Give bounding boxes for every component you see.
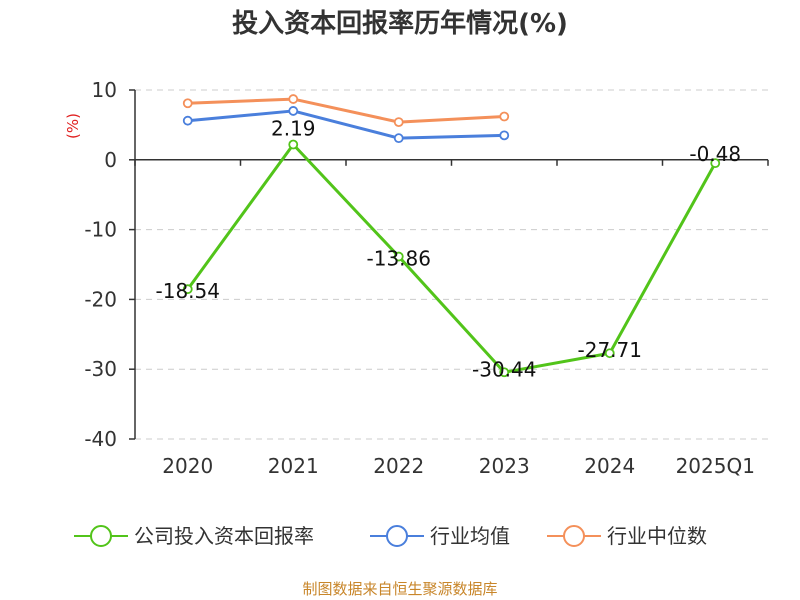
y-tick-label: -40	[84, 427, 117, 451]
x-tick-label-2025Q1: 2025Q1	[676, 454, 755, 478]
legend-label-2: 行业中位数	[607, 524, 707, 548]
x-tick-labels: 2020 2021 2022 2023 2024 2025Q1	[162, 454, 755, 478]
legend-marker-1	[386, 525, 408, 547]
data-label-2024: -27.71	[578, 338, 642, 362]
x-tick-label-2022: 2022	[373, 454, 424, 478]
series-line-0	[186, 143, 717, 374]
source-note: 制图数据来自恒生聚源数据库	[302, 580, 497, 598]
series-point-0-0	[182, 284, 193, 295]
x-tick-label-2021: 2021	[268, 454, 319, 478]
series-point-2-0	[182, 98, 193, 109]
series-line-2	[186, 97, 506, 124]
series-point-0-2	[393, 251, 404, 262]
y-tick-label: -20	[84, 287, 117, 311]
series-point-0-3	[499, 367, 510, 378]
data-label-2022: -13.86	[367, 247, 431, 271]
series-line-1	[186, 109, 506, 140]
series-point-1-0	[182, 115, 193, 126]
legend-label-0: 公司投入资本回报率	[134, 524, 314, 548]
grid-lines	[135, 89, 768, 440]
data-label-2020: -18.54	[156, 279, 220, 303]
y-tick-label: 10	[92, 78, 117, 102]
series-point-0-1	[288, 139, 299, 150]
data-label-2023: -30.44	[472, 357, 536, 381]
x-tick-label-2024: 2024	[584, 454, 635, 478]
series-point-1-2	[393, 133, 404, 144]
y-axis-unit-label: (%)	[64, 113, 82, 139]
series-lines	[182, 94, 721, 378]
series-point-2-1	[288, 94, 299, 104]
legend: 公司投入资本回报率 行业均值 行业中位数	[74, 524, 707, 548]
data-label-2025Q1: -0.48	[689, 142, 741, 166]
data-labels: -18.54 2.19 -13.86 -30.44 -27.71 -0.48	[156, 117, 742, 382]
chart-title: 投入资本回报率历年情况(%)	[232, 8, 568, 39]
series-point-2-3	[499, 111, 510, 122]
x-tick-label-2023: 2023	[479, 454, 530, 478]
series-point-1-3	[499, 130, 510, 141]
y-tick-label: -30	[84, 357, 117, 381]
y-tick-label: -10	[84, 218, 117, 242]
series-point-0-4	[604, 348, 615, 359]
series-point-2-2	[393, 117, 404, 128]
x-tick-label-2020: 2020	[162, 454, 213, 478]
series-point-0-5	[710, 158, 721, 169]
axes	[129, 89, 769, 440]
legend-marker-0	[90, 525, 112, 547]
data-label-2021: 2.19	[271, 117, 316, 141]
legend-marker-2	[563, 525, 585, 547]
y-tick-label: 0	[104, 148, 117, 172]
series-point-1-1	[288, 106, 299, 116]
legend-label-1: 行业均值	[430, 524, 510, 548]
y-tick-labels: 10 0 -10 -20 -30 -40	[84, 78, 117, 451]
